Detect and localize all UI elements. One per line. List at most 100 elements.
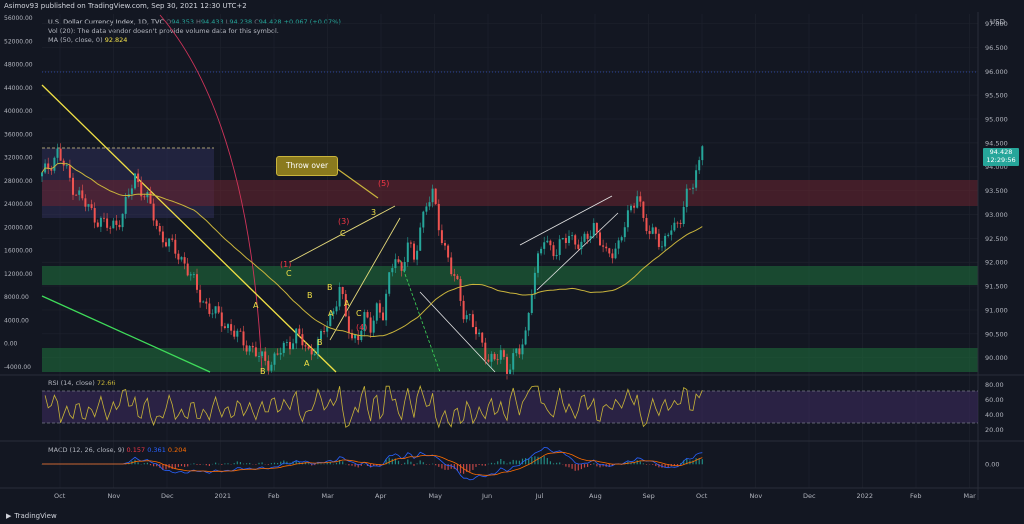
wave-label-3: (3)	[338, 217, 349, 226]
macd-bar	[273, 462, 276, 465]
footer-brand[interactable]: ▶ TradingView	[6, 510, 57, 522]
macd-bar	[394, 458, 396, 465]
rsi-axis-ticks: 80.00 60.00 40.00 20.00	[985, 381, 1004, 434]
macd-bar	[317, 463, 319, 465]
main-legend: U.S. Dollar Currency Index, 1D, TVC O94.…	[48, 18, 341, 45]
macd-bar	[280, 461, 282, 465]
candle-body	[459, 279, 462, 301]
macd-bar	[292, 461, 294, 465]
candle-body	[475, 327, 477, 335]
candle-body	[409, 242, 412, 244]
x-tick-label: Jun	[481, 492, 492, 500]
candle-body	[50, 169, 53, 171]
candle-body	[561, 237, 564, 240]
candle-body	[626, 210, 629, 228]
candle-body	[391, 268, 394, 273]
macd-label[interactable]: MACD (12, 26, close, 9)	[48, 446, 125, 454]
rsi-band	[42, 391, 978, 423]
rsi-label[interactable]: RSI (14, close)	[48, 379, 95, 387]
candle-body	[304, 345, 307, 347]
candle-body	[623, 227, 626, 238]
volume-note: Vol (20): The data vendor doesn't provid…	[48, 27, 279, 35]
candle-body	[230, 324, 233, 331]
macd-bar	[676, 464, 679, 466]
candle-body	[130, 188, 133, 195]
macd-bar	[342, 461, 344, 465]
low-value: 94.238	[229, 18, 253, 26]
macd-bar	[289, 462, 291, 465]
macd-bar	[642, 463, 644, 465]
candle-body	[447, 245, 450, 258]
macd-bar	[435, 464, 437, 466]
macd-bar	[221, 464, 223, 465]
candle-body	[688, 188, 691, 190]
candle-body	[506, 356, 508, 374]
candle-body	[682, 206, 685, 225]
macd-bar	[686, 458, 688, 465]
macd-bar	[165, 464, 167, 470]
macd-bar	[633, 462, 635, 465]
macd-bar	[208, 464, 210, 466]
macd-bar	[397, 460, 400, 465]
candle-body	[552, 245, 555, 257]
rsi-tick-label: 20.00	[985, 426, 1004, 434]
macd-bar	[472, 464, 474, 470]
x-tick-label: 2022	[857, 492, 874, 500]
macd-bar	[680, 463, 682, 465]
ma-label[interactable]: MA (50, close, 0)	[48, 36, 103, 44]
candle-body	[425, 206, 428, 212]
x-axis-ticks: Oct Nov Dec 2021 Feb Mar Apr May Jun Jul Aug Sep Oct…	[54, 492, 976, 500]
macd-bar	[683, 460, 685, 465]
candle-body	[484, 342, 487, 360]
left-tick-label: 8000.00	[4, 294, 29, 301]
x-tick-label: Mar	[322, 492, 335, 500]
macd-bar	[481, 464, 483, 466]
left-axis-ticks: 56000.00 52000.00 48000.00 44000.00 40000.00…	[4, 15, 33, 371]
candle-body	[419, 227, 422, 251]
macd-bar	[698, 458, 700, 465]
candle-body	[509, 369, 512, 374]
symbol-name[interactable]: U.S. Dollar Currency Index, 1D, TVC	[48, 18, 165, 26]
candle-body	[124, 196, 127, 214]
left-tick-label: 56000.00	[4, 15, 33, 22]
x-tick-label: Oct	[54, 492, 66, 500]
candle-body	[571, 235, 574, 237]
candle-body	[121, 213, 124, 228]
candle-body	[639, 196, 642, 202]
candle-body	[648, 231, 651, 234]
candle-body	[335, 306, 338, 312]
macd-bar	[267, 464, 269, 465]
candle-body	[75, 194, 78, 196]
macd-bar	[354, 464, 356, 467]
candle-body	[608, 248, 611, 254]
macd-bar	[419, 460, 421, 465]
candle-body	[211, 313, 214, 315]
macd-bar	[528, 458, 530, 465]
x-tick-label: 2021	[215, 492, 232, 500]
macd-bar	[469, 464, 471, 472]
candle-body	[676, 222, 679, 224]
candle-body	[292, 343, 295, 350]
macd-bar	[636, 460, 638, 465]
rising-channel-lower	[536, 212, 619, 291]
candle-body	[654, 227, 657, 234]
macd-bar	[599, 464, 601, 468]
candle-body	[307, 346, 310, 349]
candle-body	[208, 303, 211, 314]
channel-lower	[329, 217, 401, 341]
wave-label-4: (4)	[356, 323, 367, 332]
macd-bar	[577, 464, 579, 471]
candle-body	[673, 222, 676, 231]
macd-bar	[357, 464, 359, 468]
candle-body	[192, 274, 195, 275]
close-value: 94.428	[258, 18, 282, 26]
macd-bar	[506, 463, 508, 465]
macd-bar	[258, 462, 260, 465]
candle-body	[310, 348, 313, 355]
open-value: 94.353	[171, 18, 194, 26]
fib-arc	[159, 14, 263, 373]
candle-body	[602, 245, 605, 247]
throw-over-callout[interactable]: Throw over	[276, 156, 338, 176]
x-tick-label: Oct	[696, 492, 708, 500]
